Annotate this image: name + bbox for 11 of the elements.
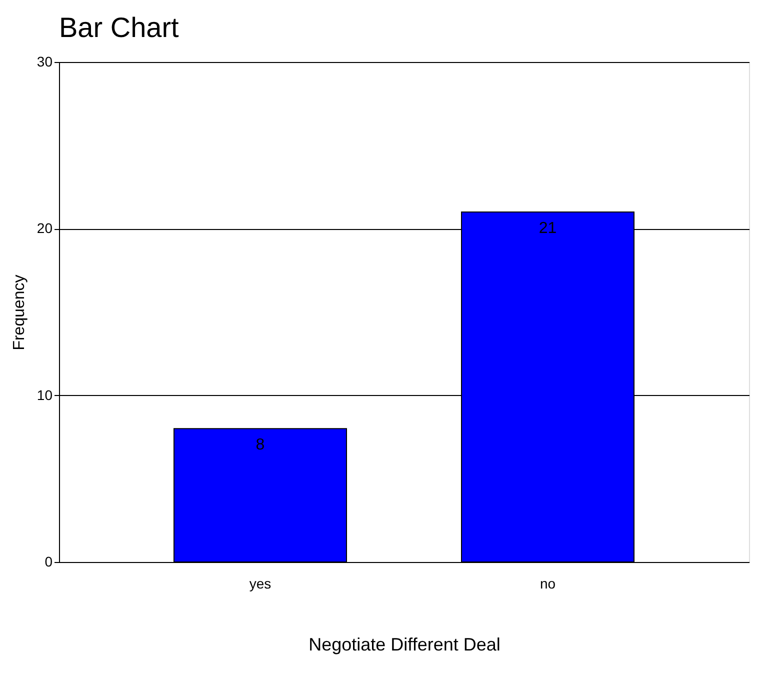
y-tick-label: 0 [44,554,53,570]
y-tick-label: 20 [36,220,53,236]
data-label: 21 [538,220,557,237]
x-tick-label: no [540,576,556,592]
y-axis-title: Frequency [10,274,28,350]
x-axis-title: Negotiate Different Deal [308,634,500,654]
x-tick-label: yes [249,576,272,592]
data-label: 8 [256,436,265,454]
y-tick-label: 30 [36,54,53,70]
y-tick-label: 10 [36,386,53,403]
chart-title: Bar Chart [59,12,180,43]
